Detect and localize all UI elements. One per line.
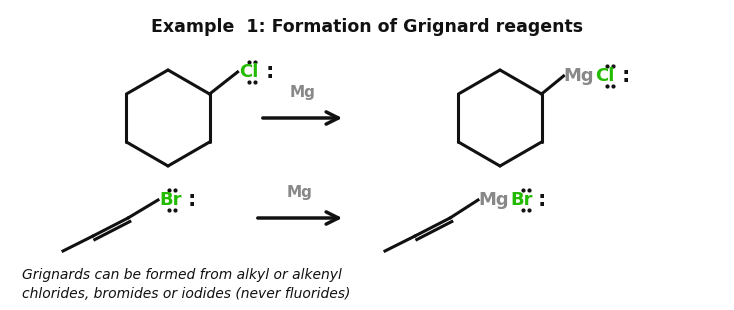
Text: Grignards can be formed from alkyl or alkenyl
chlorides, bromides or iodides (ne: Grignards can be formed from alkyl or al… [22, 268, 350, 302]
Text: Mg: Mg [564, 67, 595, 85]
Text: :: : [188, 190, 197, 210]
Text: :: : [538, 190, 546, 210]
Text: Example  1: Formation of Grignard reagents: Example 1: Formation of Grignard reagent… [151, 18, 583, 36]
Text: Mg: Mg [478, 191, 509, 209]
Text: Br: Br [510, 191, 532, 209]
Text: :: : [622, 66, 630, 86]
Text: Br: Br [159, 191, 181, 209]
Text: Cl: Cl [239, 63, 259, 81]
Text: Cl: Cl [595, 67, 615, 85]
Text: :: : [266, 62, 274, 82]
Text: Mg: Mg [287, 185, 313, 200]
Text: Mg: Mg [289, 85, 316, 100]
